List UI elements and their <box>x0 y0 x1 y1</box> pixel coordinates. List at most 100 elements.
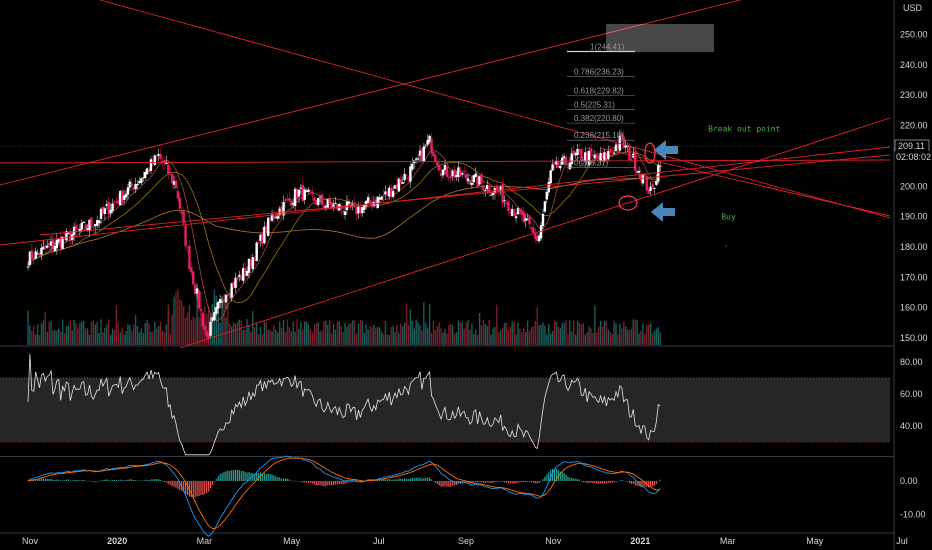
candle-body <box>518 208 522 213</box>
candle-body <box>297 189 301 197</box>
volume-bar <box>609 331 611 345</box>
macd-histogram-bar <box>146 479 148 481</box>
price-tick-label: 180.00 <box>900 242 928 252</box>
volume-bar <box>217 301 219 345</box>
macd-histogram-bar <box>394 479 396 481</box>
volume-bar <box>290 331 292 345</box>
candle-body <box>399 179 402 184</box>
volume-bar <box>240 320 242 345</box>
volume-bar <box>325 320 327 345</box>
volume-bar <box>551 330 554 345</box>
volume-bar <box>265 321 267 345</box>
candle-body <box>574 153 577 156</box>
volume-bar <box>58 328 60 345</box>
candle-body <box>76 228 80 230</box>
volume-bar <box>621 328 623 345</box>
macd-histogram-bar <box>480 481 483 482</box>
candle-body <box>124 194 128 198</box>
candle-body <box>155 155 158 157</box>
macd-histogram-bar <box>161 481 164 482</box>
macd-histogram-bar <box>523 481 525 483</box>
volume-bar <box>232 322 235 345</box>
candle-body <box>199 309 203 311</box>
candle-body <box>128 181 132 188</box>
macd-histogram-bar <box>86 481 89 482</box>
candle-body <box>420 148 424 162</box>
volume-bar <box>615 323 617 345</box>
macd-histogram-bar <box>446 481 448 487</box>
macd-histogram-bar <box>196 481 198 497</box>
candle-body <box>36 253 39 255</box>
volume-bar <box>77 328 79 345</box>
price-tick-label: 240.00 <box>900 60 928 70</box>
candle-body <box>641 174 645 184</box>
volume-bar <box>98 333 100 345</box>
macd-histogram-bar <box>175 481 177 488</box>
volume-bar <box>644 333 646 345</box>
candle-body <box>138 181 141 184</box>
candle-body <box>74 225 78 230</box>
macd-histogram-bar <box>553 468 556 481</box>
time-tick-label: Jul <box>373 536 385 546</box>
candle-body <box>261 233 264 245</box>
candle-body <box>82 221 85 223</box>
candle-body <box>115 201 118 203</box>
macd-histogram-bar <box>156 479 158 481</box>
macd-histogram-bar <box>427 477 429 481</box>
volume-bar <box>65 326 68 345</box>
candle-body <box>163 159 166 163</box>
volume-bar <box>294 331 296 345</box>
candle-body <box>140 178 143 183</box>
candle-body <box>42 246 45 250</box>
volume-bar <box>181 300 183 345</box>
volume-bar <box>334 329 337 345</box>
candle-body <box>441 169 445 176</box>
macd-histogram-bar <box>271 474 273 481</box>
fib-level-label: 0.5(225.31) <box>574 100 615 109</box>
candle-body <box>570 153 574 165</box>
candle-body <box>418 150 422 156</box>
macd-histogram-bar <box>144 480 146 481</box>
candle-body <box>401 182 404 184</box>
volume-bar <box>649 322 652 345</box>
macd-histogram-bar <box>294 480 296 482</box>
macd-histogram-bar <box>342 481 344 485</box>
macd-histogram-bar <box>300 481 302 482</box>
macd-histogram-bar <box>507 481 509 484</box>
volume-bar <box>229 323 231 345</box>
macd-histogram-bar <box>263 473 265 481</box>
candle-body <box>26 266 30 268</box>
candle-body <box>553 162 556 164</box>
volume-bar <box>340 325 342 345</box>
volume-bar <box>244 329 246 345</box>
candle-body <box>455 175 458 177</box>
macd-histogram-bar <box>473 481 475 483</box>
candle-body <box>612 152 616 154</box>
volume-bar <box>353 320 356 345</box>
candle-body <box>144 171 147 179</box>
candle-body <box>88 219 91 232</box>
volume-bar <box>127 324 129 345</box>
macd-histogram-bar <box>346 481 348 484</box>
candle-body <box>635 171 639 173</box>
volume-bar <box>111 328 114 345</box>
macd-histogram-bar <box>515 481 517 484</box>
volume-bar <box>453 333 456 345</box>
macd-histogram-bar <box>380 479 383 481</box>
macd-histogram-bar <box>657 481 659 482</box>
volume-bar <box>380 331 383 345</box>
volume-bar <box>513 322 515 345</box>
volume-bar <box>553 320 556 345</box>
volume-bar <box>38 334 41 345</box>
macd-histogram-bar <box>550 470 552 481</box>
volume-bar <box>96 322 98 345</box>
macd-histogram-bar <box>555 468 558 481</box>
candle-body <box>84 224 87 229</box>
candle-body <box>55 239 59 249</box>
candle-body <box>295 188 299 200</box>
macd-histogram-bar <box>209 481 212 489</box>
candle-body <box>389 187 393 197</box>
macd-histogram-bar <box>634 481 636 486</box>
volume-bar <box>298 328 300 345</box>
